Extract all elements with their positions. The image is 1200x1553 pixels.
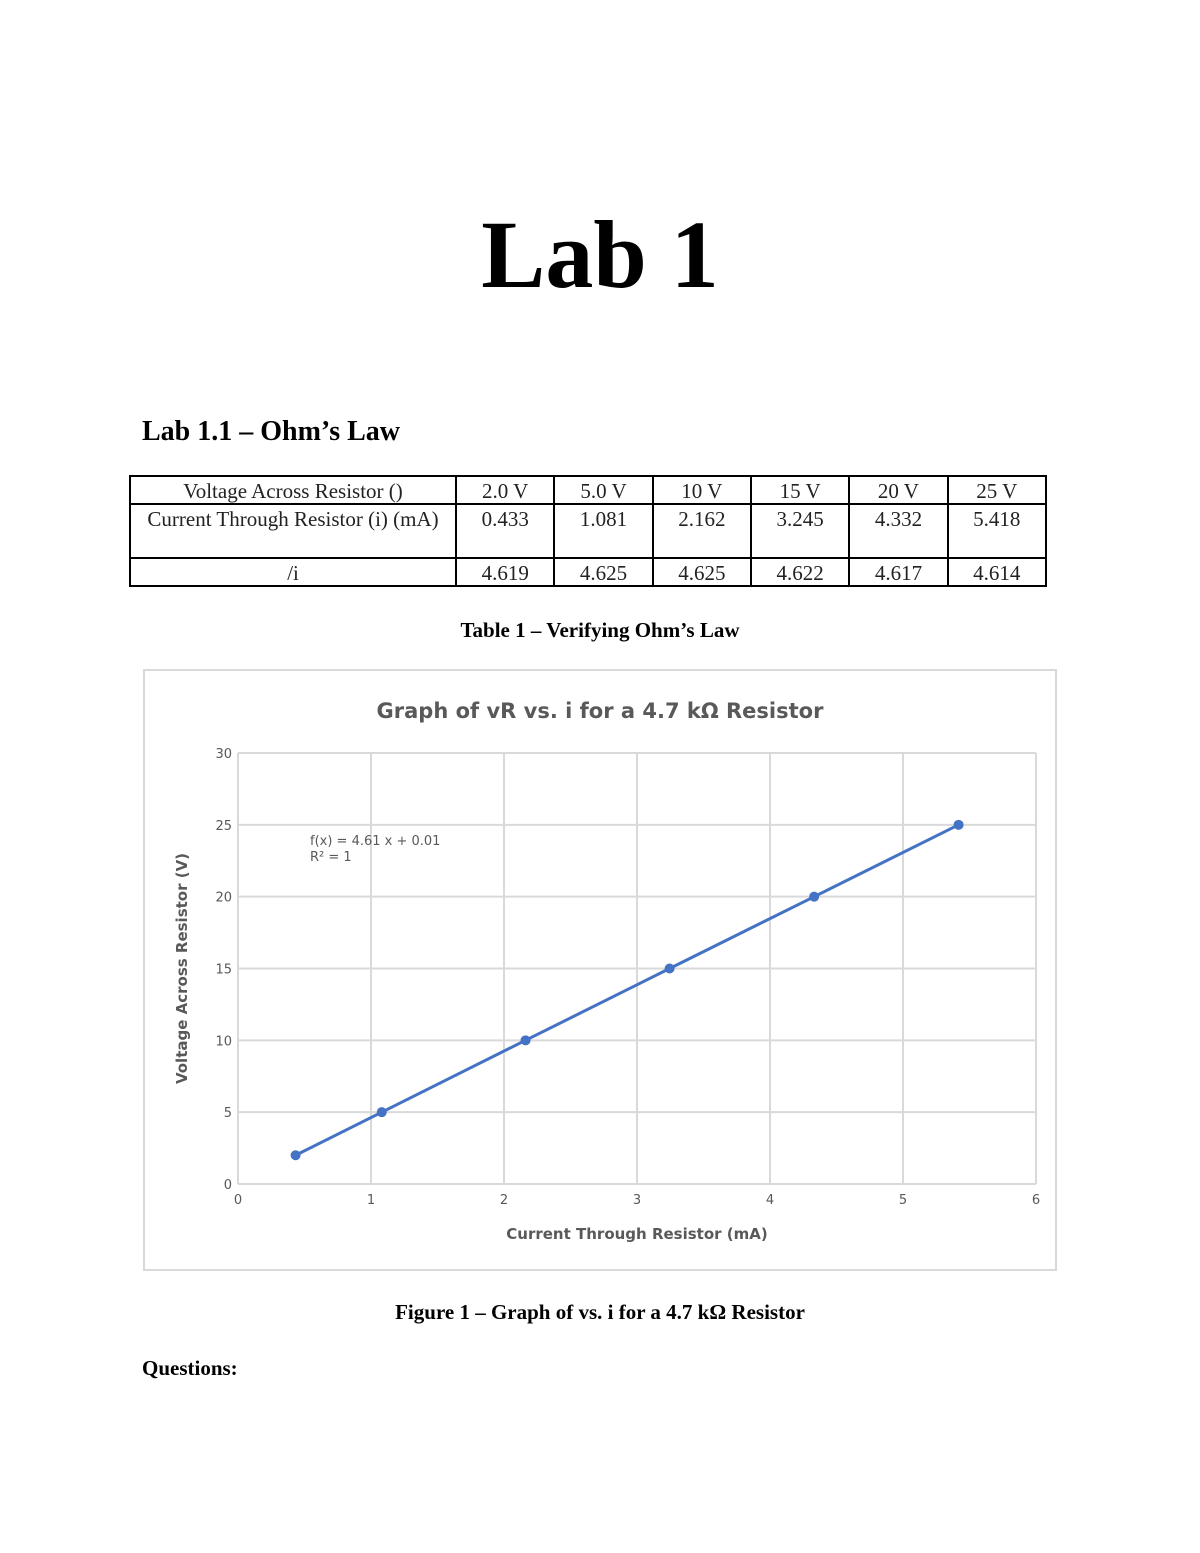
data-point [376, 1107, 387, 1118]
table-caption: Table 1 – Verifying Ohm’s Law [460, 618, 740, 642]
table-cell: 2.0 V [455, 475, 556, 505]
table-cell: 4.619 [455, 557, 556, 587]
chart-frame: Graph of vR vs. i for a 4.7 kΩ Resistor 0… [143, 669, 1057, 1271]
x-axis-label: Current Through Resistor (mA) [506, 1225, 767, 1243]
table-cell: 25 V [946, 475, 1048, 505]
row-label: Voltage Across Resistor () [128, 475, 458, 505]
voltage-current-chart: Graph of vR vs. i for a 4.7 kΩ Resistor 0… [173, 699, 1040, 1243]
x-tick-label: 4 [766, 1193, 774, 1208]
table-cell: 4.622 [749, 557, 851, 587]
table-cell: 4.625 [553, 557, 654, 587]
x-tick-label: 1 [367, 1193, 375, 1208]
table-row: /i 4.619 4.625 4.625 4.622 4.617 4.614 [128, 557, 1048, 587]
table-cell: 4.332 [848, 503, 949, 559]
table-cell: 2.162 [651, 503, 752, 559]
x-tick-label: 3 [633, 1193, 641, 1208]
y-tick-label: 10 [215, 1034, 232, 1049]
trendline-annotation: f(x) = 4.61 x + 0.01 [310, 834, 440, 849]
trendline-annotation: R² = 1 [310, 850, 352, 865]
y-tick-label: 0 [224, 1178, 232, 1193]
table-cell: 1.081 [553, 503, 654, 559]
y-tick-label: 15 [215, 963, 232, 978]
x-tick-label: 2 [500, 1193, 508, 1208]
x-tick-label: 5 [899, 1193, 907, 1208]
table-cell: 0.433 [455, 503, 556, 559]
x-tick-label: 0 [234, 1193, 242, 1208]
y-axis-label: Voltage Across Resistor (V) [173, 853, 191, 1084]
table-row: Voltage Across Resistor () 2.0 V 5.0 V 1… [128, 475, 1048, 505]
figure-caption: Figure 1 – Graph of vs. i for a 4.7 kΩ R… [395, 1300, 805, 1324]
row-label: Current Through Resistor (i) (mA) [128, 503, 458, 559]
table-cell: 4.617 [848, 557, 949, 587]
row-label: /i [128, 557, 458, 587]
y-tick-label: 5 [224, 1106, 232, 1121]
table-cell: 4.614 [946, 557, 1048, 587]
table-row: Current Through Resistor (i) (mA) 0.433 … [128, 503, 1048, 559]
table-cell: 4.625 [651, 557, 752, 587]
y-tick-label: 25 [215, 819, 232, 834]
series-line [294, 823, 960, 1157]
table-cell: 20 V [848, 475, 949, 505]
data-point [953, 819, 964, 830]
table-cell: 15 V [749, 475, 851, 505]
data-point [290, 1150, 301, 1161]
document-title: Lab 1 [481, 201, 719, 308]
y-tick-label: 30 [215, 747, 232, 762]
data-point [664, 963, 675, 974]
table-cell: 5.0 V [553, 475, 654, 505]
y-tick-label: 20 [215, 891, 232, 906]
questions-heading: Questions: [142, 1356, 238, 1380]
x-tick-label: 6 [1032, 1193, 1040, 1208]
chart-title: Graph of vR vs. i for a 4.7 kΩ Resistor [377, 699, 825, 723]
data-point [809, 891, 820, 902]
data-point [520, 1035, 531, 1046]
ohms-law-table: Voltage Across Resistor () 2.0 V 5.0 V 1… [128, 475, 1048, 587]
table-cell: 10 V [651, 475, 752, 505]
table-cell: 3.245 [749, 503, 851, 559]
section-heading: Lab 1.1 – Ohm’s Law [142, 416, 401, 447]
table-cell: 5.418 [946, 503, 1048, 559]
